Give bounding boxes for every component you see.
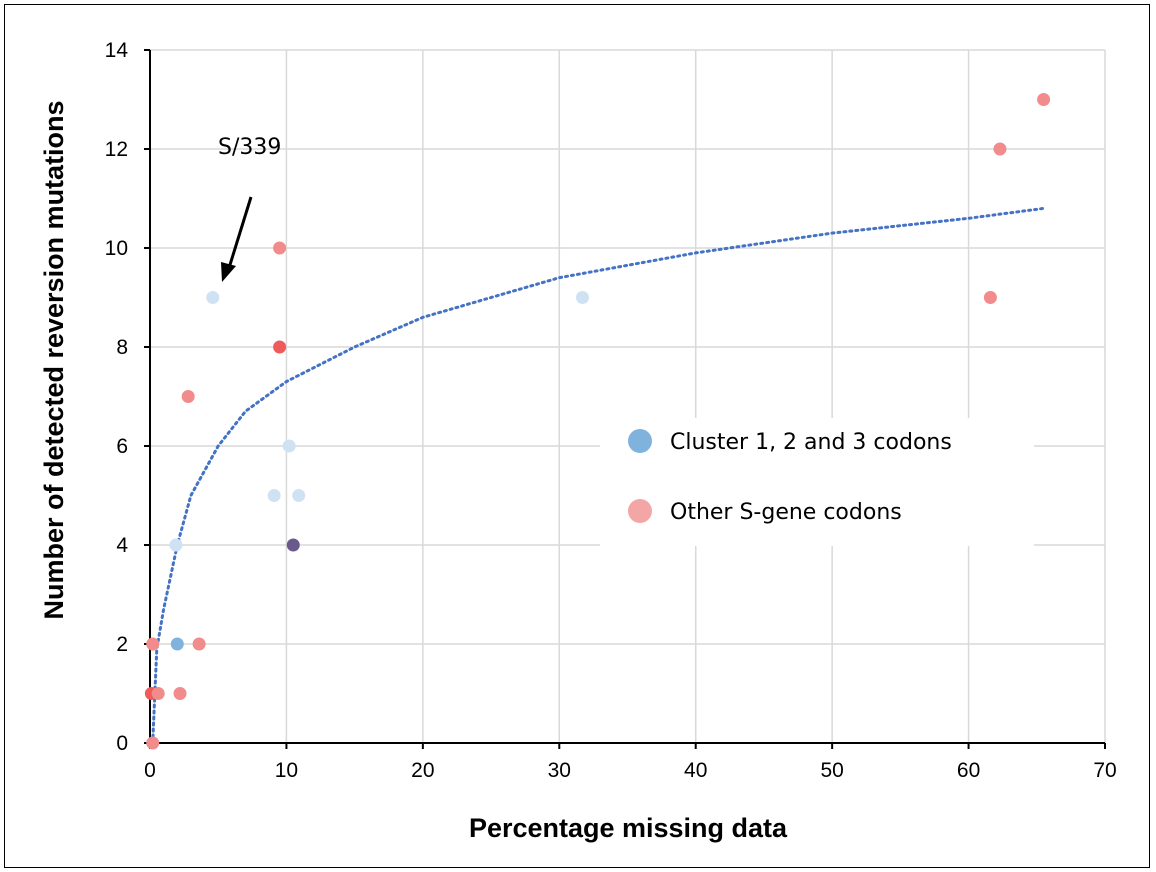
trendline bbox=[151, 206, 1046, 745]
y-tick-label: 0 bbox=[116, 732, 128, 755]
y-tick-label: 2 bbox=[116, 633, 128, 656]
legend: Cluster 1, 2 and 3 codons Other S-gene c… bbox=[600, 418, 1034, 546]
legend-marker-other bbox=[628, 499, 652, 523]
x-tick-label: 70 bbox=[1093, 759, 1116, 782]
x-axis-title: Percentage missing data bbox=[469, 813, 788, 843]
x-tick-label: 40 bbox=[684, 759, 707, 782]
other-codon-point bbox=[993, 142, 1007, 156]
y-tick-label: 14 bbox=[105, 39, 129, 62]
other-codon-point bbox=[273, 241, 287, 255]
y-tick-label: 8 bbox=[116, 336, 128, 359]
annotation-label: S/339 bbox=[218, 135, 281, 160]
cluster-codon-point bbox=[286, 538, 300, 552]
gridlines bbox=[150, 49, 1106, 743]
x-tick-label: 50 bbox=[820, 759, 843, 782]
x-tick-labels: 0 10 20 30 40 50 60 70 bbox=[144, 759, 1117, 782]
x-tick-label: 0 bbox=[144, 759, 156, 782]
other-codon-point bbox=[273, 340, 287, 354]
x-tick-label: 20 bbox=[411, 759, 434, 782]
trendline-path bbox=[151, 206, 1046, 745]
legend-background bbox=[600, 418, 1034, 546]
other-codon-point bbox=[181, 390, 195, 403]
y-tick-labels: 0 2 4 6 8 10 12 14 bbox=[105, 39, 129, 755]
other-codon-point bbox=[192, 637, 206, 651]
annotation-arrow-head bbox=[221, 262, 236, 282]
other-codon-point bbox=[151, 687, 165, 700]
other-codon-point bbox=[146, 637, 160, 651]
legend-marker-cluster bbox=[628, 429, 652, 453]
annotation: S/339 bbox=[218, 135, 281, 282]
legend-label-cluster: Cluster 1, 2 and 3 codons bbox=[670, 430, 952, 455]
y-axis-title: Number of detected reversion mutations bbox=[39, 100, 69, 619]
x-tick-label: 30 bbox=[548, 759, 571, 782]
chart-frame bbox=[4, 4, 1150, 868]
other-codon-point bbox=[146, 736, 160, 750]
x-tick-label: 10 bbox=[275, 759, 298, 782]
data-points bbox=[144, 93, 1051, 750]
x-tick-label: 60 bbox=[957, 759, 980, 782]
cluster-codon-point bbox=[575, 291, 589, 304]
cluster-codon-point bbox=[170, 637, 184, 651]
y-tick-label: 12 bbox=[105, 138, 128, 161]
y-tick-label: 6 bbox=[116, 435, 128, 458]
cluster-codon-point bbox=[282, 439, 296, 453]
cluster-codon-point bbox=[169, 538, 183, 552]
other-codon-point bbox=[983, 291, 997, 304]
other-codon-point bbox=[173, 687, 187, 700]
y-tick-label: 10 bbox=[105, 237, 128, 260]
legend-label-other: Other S-gene codons bbox=[670, 500, 902, 525]
cluster-codon-point bbox=[292, 489, 306, 502]
y-tick-label: 4 bbox=[116, 534, 128, 557]
cluster-codon-point bbox=[206, 291, 220, 304]
annotation-arrow-shaft bbox=[227, 196, 253, 269]
other-codon-point bbox=[1037, 93, 1051, 106]
cluster-codon-point bbox=[267, 489, 281, 502]
